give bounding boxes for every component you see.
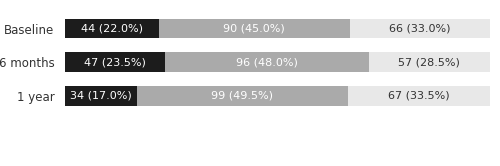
Bar <box>65 86 137 106</box>
Bar <box>65 52 165 72</box>
Bar <box>158 19 350 38</box>
Text: 90 (45.0%): 90 (45.0%) <box>223 24 285 34</box>
Bar <box>65 19 158 38</box>
Bar <box>165 52 369 72</box>
Bar <box>137 86 348 106</box>
Bar <box>348 86 490 106</box>
Text: 96 (48.0%): 96 (48.0%) <box>236 57 298 67</box>
Text: 67 (33.5%): 67 (33.5%) <box>388 91 450 101</box>
Text: 34 (17.0%): 34 (17.0%) <box>70 91 132 101</box>
Bar <box>350 19 490 38</box>
Text: 47 (23.5%): 47 (23.5%) <box>84 57 146 67</box>
Text: 99 (49.5%): 99 (49.5%) <box>212 91 274 101</box>
Text: 66 (33.0%): 66 (33.0%) <box>389 24 450 34</box>
Bar <box>369 52 490 72</box>
Text: 57 (28.5%): 57 (28.5%) <box>398 57 460 67</box>
Text: 44 (22.0%): 44 (22.0%) <box>81 24 143 34</box>
